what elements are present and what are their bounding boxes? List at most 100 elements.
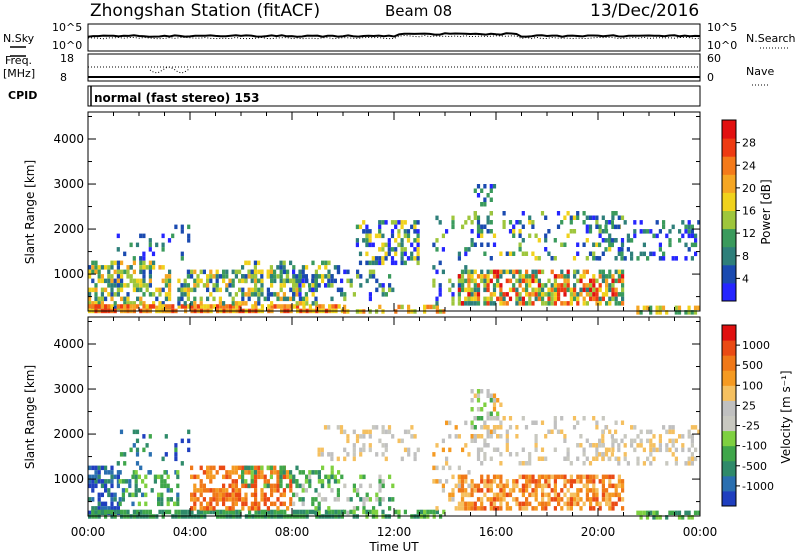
- heatmap-cell: [123, 269, 127, 275]
- heatmap-cell: [135, 242, 140, 248]
- heatmap-cell: [266, 292, 270, 297]
- heatmap-cell: [480, 461, 484, 466]
- heatmap-cell: [263, 479, 267, 484]
- heatmap-cell: [480, 416, 484, 421]
- heatmap-cell: [176, 497, 180, 502]
- heatmap-cell: [457, 434, 461, 439]
- heatmap-cell: [234, 470, 238, 475]
- heatmap-cell: [601, 452, 605, 457]
- heatmap-cell: [390, 220, 395, 225]
- xtick-label: 00:00: [71, 525, 106, 539]
- heatmap-cell: [139, 509, 143, 515]
- colorbar-tick-label: -500: [742, 460, 767, 473]
- heatmap-cell: [145, 283, 149, 288]
- heatmap-cell: [416, 447, 420, 453]
- heatmap-cell: [368, 269, 372, 275]
- heatmap-cell: [592, 474, 596, 480]
- heatmap-cell: [621, 274, 625, 279]
- heatmap-cell: [563, 287, 567, 293]
- heatmap-cell: [180, 224, 184, 230]
- heatmap-cell: [241, 506, 245, 511]
- heatmap-cell: [148, 452, 152, 457]
- heatmap-cell: [483, 197, 487, 202]
- heatmap-cell: [563, 278, 567, 284]
- heatmap-cell: [107, 488, 111, 493]
- heatmap-cell: [286, 304, 290, 309]
- heatmap-cell: [286, 269, 290, 275]
- heatmap-cell: [601, 479, 605, 484]
- heatmap-cell: [537, 456, 541, 461]
- heatmap-cell: [209, 470, 213, 475]
- heatmap-cell: [231, 465, 235, 471]
- heatmap-cell: [483, 456, 487, 461]
- heatmap-cell: [187, 509, 191, 515]
- heatmap-cell: [470, 434, 474, 439]
- heatmap-cell: [365, 229, 369, 234]
- heatmap-cell: [250, 501, 254, 507]
- heatmap-cell: [595, 256, 599, 261]
- heatmap-cell: [97, 509, 101, 515]
- heatmap-cell: [139, 465, 143, 471]
- heatmap-cell: [120, 269, 124, 275]
- heatmap-cell: [314, 470, 318, 475]
- heatmap-cell: [617, 443, 621, 448]
- heatmap-cell: [215, 287, 219, 293]
- heatmap-cell: [193, 506, 197, 511]
- heatmap-cell: [573, 287, 577, 293]
- heatmap-cell: [534, 434, 538, 439]
- heatmap-cell: [687, 310, 691, 315]
- heatmap-cell: [160, 474, 164, 480]
- heatmap-cell: [515, 434, 519, 439]
- heatmap-cell: [270, 301, 274, 306]
- heatmap-cell: [489, 211, 493, 216]
- heatmap-cell: [541, 488, 545, 493]
- heatmap-cell: [177, 301, 181, 306]
- heatmap-cell: [662, 220, 666, 225]
- heatmap-cell: [553, 420, 557, 425]
- heatmap-cell: [107, 274, 111, 279]
- heatmap-cell: [368, 443, 372, 448]
- heatmap-cell: [222, 488, 226, 493]
- heatmap-cell: [212, 296, 216, 302]
- heatmap-cell: [183, 301, 187, 306]
- heatmap-cell: [557, 501, 561, 507]
- heatmap-cell: [492, 283, 497, 288]
- heatmap-cell: [473, 242, 477, 247]
- heatmap-cell: [480, 278, 484, 284]
- heatmap-cell: [604, 238, 608, 243]
- heatmap-cell: [151, 251, 156, 257]
- heatmap-cell: [190, 274, 194, 279]
- heatmap-cell: [250, 292, 254, 297]
- heatmap-cell: [280, 304, 284, 309]
- heatmap-cell: [263, 497, 267, 502]
- heatmap-cell: [139, 296, 143, 302]
- heatmap-cell: [312, 509, 316, 515]
- heatmap-cell: [467, 274, 471, 279]
- heatmap-cell: [91, 506, 95, 511]
- heatmap-cell: [595, 278, 599, 284]
- heatmap-cell: [394, 509, 398, 515]
- heatmap-cell: [541, 283, 545, 288]
- heatmap-cell: [690, 434, 694, 439]
- heatmap-cell: [231, 506, 235, 511]
- heatmap-cell: [187, 304, 191, 309]
- heatmap-cell: [407, 447, 411, 453]
- heatmap-cell: [496, 483, 500, 489]
- heatmap-cell: [166, 497, 170, 502]
- heatmap-cell: [557, 274, 561, 279]
- heatmap-cell: [218, 287, 222, 293]
- heatmap-cell: [457, 274, 461, 279]
- heatmap-cell: [476, 224, 481, 229]
- heatmap-cell: [212, 274, 216, 279]
- heatmap-cell: [304, 292, 308, 297]
- heatmap-cell: [598, 479, 602, 484]
- heatmap-cell: [617, 447, 621, 453]
- heatmap-cell: [697, 220, 701, 225]
- heatmap-cell: [525, 474, 529, 480]
- heatmap-cell: [298, 287, 302, 293]
- heatmap-cell: [107, 492, 111, 498]
- heatmap-cell: [508, 269, 513, 275]
- heatmap-cell: [116, 509, 120, 515]
- heatmap-cell: [193, 497, 197, 502]
- heatmap-cell: [180, 304, 184, 309]
